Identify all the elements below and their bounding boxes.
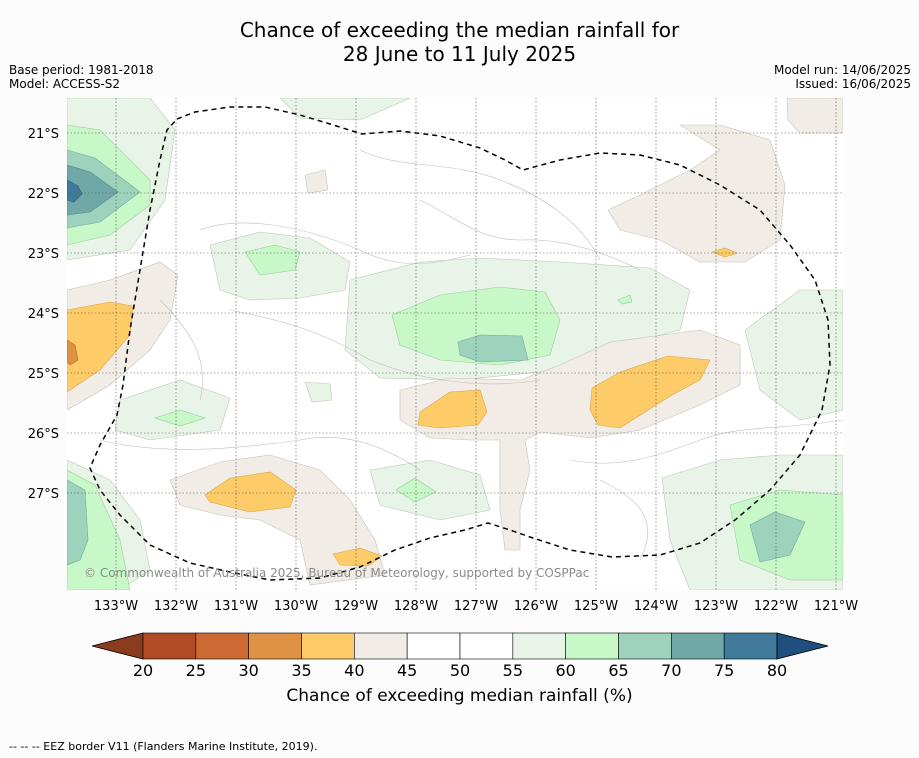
latitude-labels: 21°S 22°S 23°S 24°S 25°S 26°S 27°S: [28, 127, 59, 502]
colorbar-tick-label: 25: [186, 661, 206, 680]
colorbar-segment: [406, 632, 461, 660]
contour-lines: [99, 149, 843, 561]
title-line-1: Chance of exceeding the median rainfall …: [239, 18, 680, 42]
colorbar-tick-label: 55: [503, 661, 523, 680]
colorbar-segment: [618, 632, 672, 660]
colorbar-tick-label: 35: [291, 661, 311, 680]
prob-70-75-regions: [67, 164, 119, 216]
colorbar-tick-label: 40: [344, 661, 364, 680]
lat-label: 25°S: [28, 367, 59, 382]
colorbar-label: Chance of exceeding median rainfall (%): [286, 686, 633, 706]
colorbar-tick-label: 20: [133, 661, 153, 680]
colorbar-segment: [142, 632, 197, 660]
base-period: Base period: 1981-2018: [9, 63, 154, 77]
colorbar-segments: [142, 632, 778, 660]
colorbar-tick-label: 75: [714, 661, 734, 680]
lon-label: 126°W: [514, 599, 558, 614]
colorbar-segment: [301, 632, 355, 660]
lon-label: 129°W: [334, 599, 378, 614]
lon-label: 127°W: [454, 599, 498, 614]
prob-35-40-regions: [67, 247, 738, 567]
colorbar-tick-label: 70: [661, 661, 681, 680]
lon-label: 123°W: [694, 599, 738, 614]
prob-75-80-regions: [67, 179, 83, 203]
colorbar-tick-label: 80: [767, 661, 787, 680]
colorbar-tick-label: 65: [608, 661, 628, 680]
colorbar-tick-label: 45: [397, 661, 417, 680]
colorbar-segment: [565, 632, 619, 660]
gridlines: [67, 98, 843, 590]
lon-label: 133°W: [94, 599, 138, 614]
map-title: Chance of exceeding the median rainfall …: [0, 18, 919, 66]
longitude-labels: 133°W 132°W 131°W 130°W 129°W 128°W 127°…: [94, 599, 858, 614]
lon-label: 132°W: [154, 599, 198, 614]
prob-30-35-regions: [67, 339, 79, 366]
colorbar-segment: [671, 632, 725, 660]
colorbar-tick-label: 60: [555, 661, 575, 680]
eez-legend-footer: -- -- -- EEZ border V11 (Flanders Marine…: [9, 740, 318, 753]
colorbar-tick-labels: 20 25 30 35 40 45 50 55 60 65 70 75 80: [133, 661, 787, 680]
map-figure: © Commonwealth of Australia 2025, Bureau…: [28, 98, 858, 680]
colorbar-tick-label: 30: [238, 661, 258, 680]
lon-label: 125°W: [574, 599, 618, 614]
model-info: Base period: 1981-2018 Model: ACCESS-S2: [9, 63, 154, 91]
lat-label: 26°S: [28, 427, 59, 442]
colorbar-segment: [354, 632, 408, 660]
lat-label: 22°S: [28, 187, 59, 202]
lat-label: 21°S: [28, 127, 59, 142]
lon-label: 131°W: [214, 599, 258, 614]
colorbar-segment: [195, 632, 249, 660]
lon-label: 122°W: [754, 599, 798, 614]
eez-border: [89, 106, 831, 581]
colorbar-segment: [512, 632, 566, 660]
model-name: Model: ACCESS-S2: [9, 77, 121, 91]
lon-label: 121°W: [814, 599, 858, 614]
colorbar-low-extend: [91, 632, 144, 660]
lat-label: 27°S: [28, 487, 59, 502]
colorbar: 20 25 30 35 40 45 50 55 60 65 70 75 80: [91, 632, 829, 680]
lat-label: 24°S: [28, 307, 59, 322]
colorbar-segment: [248, 632, 302, 660]
title-line-2: 28 June to 11 July 2025: [342, 42, 577, 66]
lon-label: 124°W: [634, 599, 678, 614]
map-area: © Commonwealth of Australia 2025, Bureau…: [67, 98, 843, 590]
lon-label: 128°W: [394, 599, 438, 614]
lat-label: 23°S: [28, 247, 59, 262]
issued-date: Issued: 16/06/2025: [795, 77, 911, 91]
lon-label: 130°W: [274, 599, 318, 614]
colorbar-high-extend: [776, 632, 829, 660]
colorbar-segment: [723, 632, 778, 660]
run-info: Model run: 14/06/2025 Issued: 16/06/2025: [774, 63, 911, 91]
colorbar-segment: [459, 632, 514, 660]
copyright-text: © Commonwealth of Australia 2025, Bureau…: [84, 566, 589, 580]
colorbar-tick-label: 50: [450, 661, 470, 680]
model-run: Model run: 14/06/2025: [773, 63, 911, 77]
